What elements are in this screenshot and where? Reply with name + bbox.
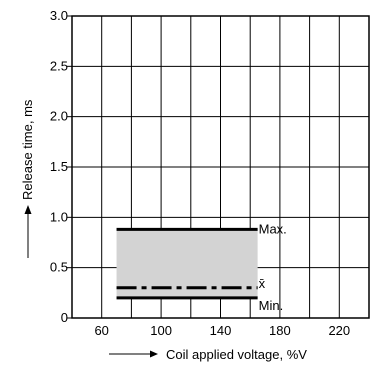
series-label-mean: x̄ — [259, 276, 266, 291]
y-axis-ticks: 0 0.5 1.0 1.5 2.0 2.5 3.0 — [50, 8, 72, 325]
series-label-min: Min. — [259, 298, 284, 313]
y-axis-arrow-head — [24, 205, 32, 214]
x-tick-label: 140 — [210, 323, 232, 338]
x-axis-title-group: Coil applied voltage, %V — [109, 347, 307, 362]
x-tick-label: 180 — [269, 323, 291, 338]
y-axis-title: Release time, ms — [20, 99, 35, 200]
y-tick-label: 2.5 — [50, 58, 68, 73]
series-label-max: Max. — [259, 221, 287, 236]
y-tick-label: 3.0 — [50, 8, 68, 23]
y-axis-title-group: Release time, ms — [20, 99, 35, 258]
x-tick-label: 100 — [150, 323, 172, 338]
series-labels: Max. x̄ Min. — [259, 221, 287, 312]
series-layer — [116, 227, 258, 300]
y-tick-label: 2.0 — [50, 109, 68, 124]
y-tick-label: 1.0 — [50, 209, 68, 224]
y-tick-label: 1.5 — [50, 159, 68, 174]
x-tick-label: 220 — [328, 323, 350, 338]
x-axis-ticks: 60 100 140 180 220 — [94, 323, 350, 338]
y-tick-label: 0.5 — [50, 260, 68, 275]
y-tick-label: 0 — [61, 310, 68, 325]
x-tick-label: 60 — [94, 323, 108, 338]
x-axis-arrow-head — [150, 350, 158, 358]
x-axis-title: Coil applied voltage, %V — [166, 347, 307, 362]
